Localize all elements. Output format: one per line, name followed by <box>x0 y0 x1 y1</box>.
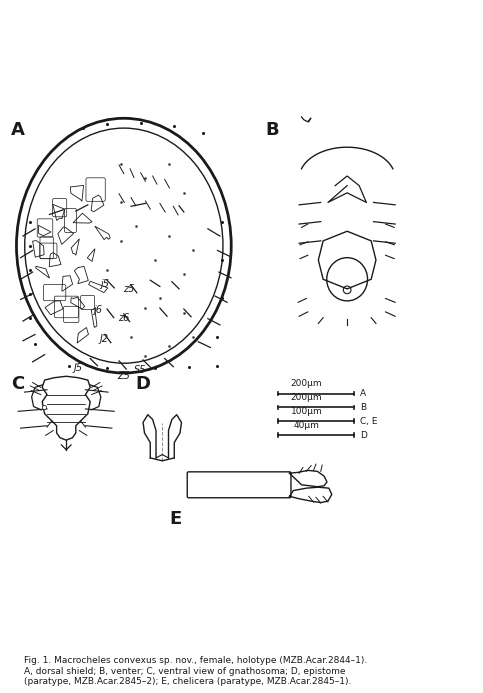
Text: Z5: Z5 <box>117 371 130 381</box>
Text: C: C <box>11 376 24 394</box>
Text: E: E <box>170 510 182 528</box>
Text: z6: z6 <box>118 313 129 323</box>
Text: A: A <box>11 121 25 139</box>
Text: C, E: C, E <box>360 417 378 426</box>
Text: 40μm: 40μm <box>293 421 319 430</box>
Text: 100μm: 100μm <box>290 407 322 416</box>
Text: B: B <box>360 403 366 412</box>
Text: z5: z5 <box>123 284 134 294</box>
Text: Fig. 1. Macrocheles convexus sp. nov., female, holotype (MZB.Acar.2844–1).
A, do: Fig. 1. Macrocheles convexus sp. nov., f… <box>24 656 368 686</box>
Text: J2: J2 <box>100 334 109 344</box>
Text: S5: S5 <box>134 365 147 374</box>
Text: 200μm: 200μm <box>290 393 322 402</box>
Text: j6: j6 <box>93 306 102 315</box>
Text: A: A <box>360 389 366 398</box>
Text: B: B <box>266 121 279 139</box>
Text: D: D <box>136 376 151 394</box>
Text: j5: j5 <box>100 279 109 289</box>
Text: J5: J5 <box>74 363 83 373</box>
Text: D: D <box>360 431 367 440</box>
Text: 200μm: 200μm <box>290 379 322 388</box>
